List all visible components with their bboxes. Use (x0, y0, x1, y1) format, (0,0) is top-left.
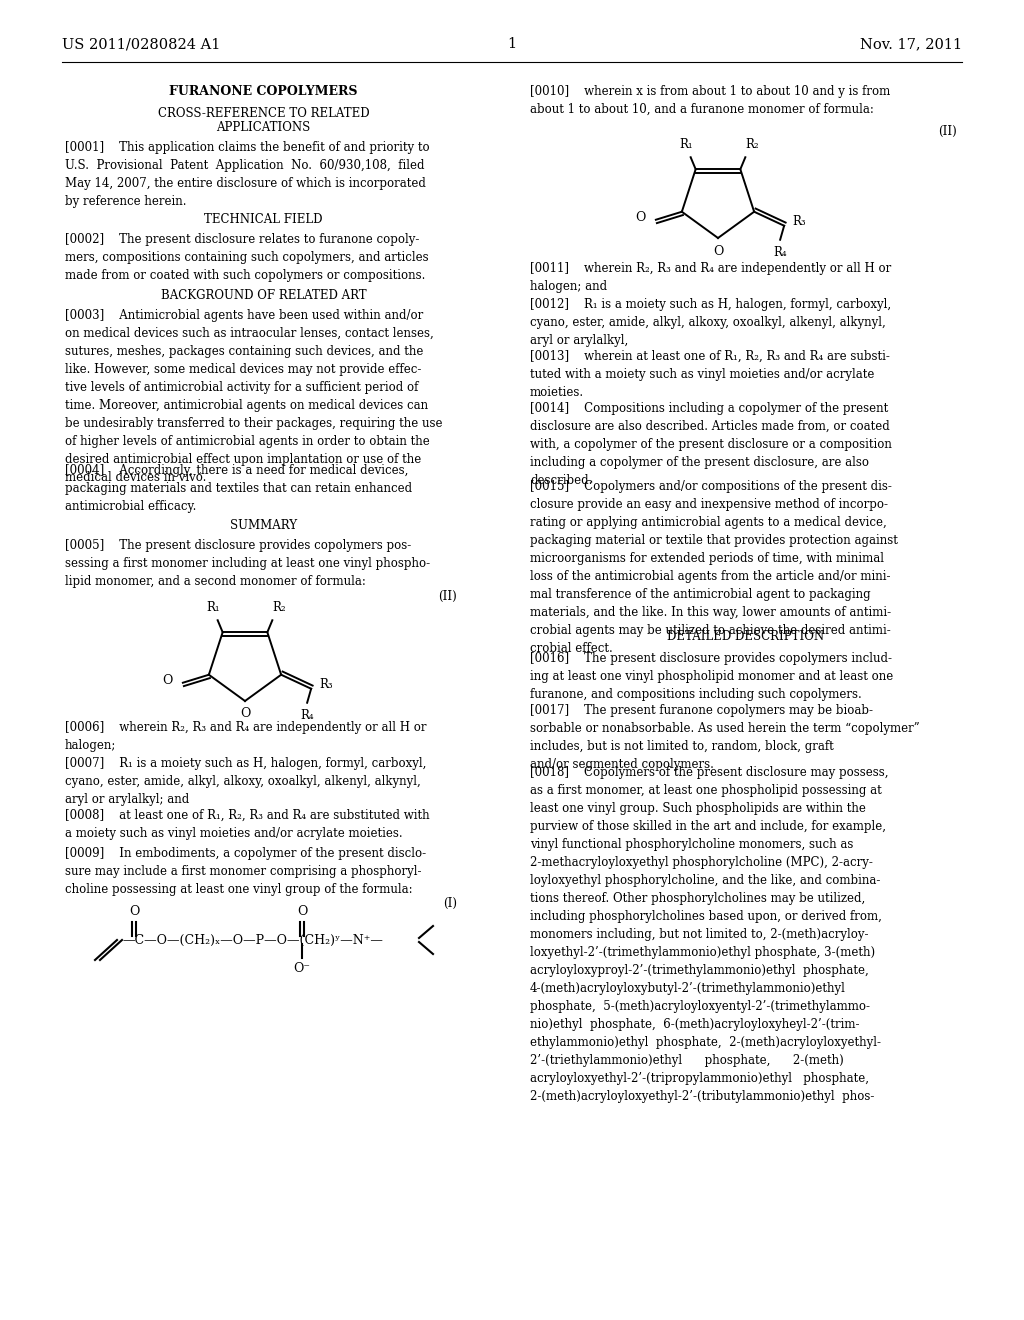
Text: [0010]    wherein x is from about 1 to about 10 and y is from
about 1 to about 1: [0010] wherein x is from about 1 to abou… (530, 84, 890, 116)
Text: O: O (129, 906, 139, 917)
Text: TECHNICAL FIELD: TECHNICAL FIELD (204, 213, 323, 226)
Text: [0001]    This application claims the benefit of and priority to
U.S.  Provision: [0001] This application claims the benef… (65, 141, 430, 209)
Text: BACKGROUND OF RELATED ART: BACKGROUND OF RELATED ART (161, 289, 367, 302)
Text: (II): (II) (438, 590, 457, 603)
Text: APPLICATIONS: APPLICATIONS (216, 121, 310, 135)
Text: [0014]    Compositions including a copolymer of the present
disclosure are also : [0014] Compositions including a copolyme… (530, 403, 892, 487)
Text: DETAILED DESCRIPTION: DETAILED DESCRIPTION (668, 630, 824, 643)
Text: (II): (II) (938, 125, 957, 139)
Text: R₃: R₃ (319, 678, 333, 692)
Text: SUMMARY: SUMMARY (230, 519, 297, 532)
Text: O: O (636, 211, 646, 224)
Text: O: O (163, 675, 173, 688)
Text: R₄: R₄ (300, 709, 314, 722)
Text: [0005]    The present disclosure provides copolymers pos-
sessing a first monome: [0005] The present disclosure provides c… (65, 539, 430, 587)
Text: R₁: R₁ (679, 139, 692, 152)
Text: O: O (297, 906, 307, 917)
Text: [0017]    The present furanone copolymers may be bioab-
sorbable or nonabsorbabl: [0017] The present furanone copolymers m… (530, 704, 920, 771)
Text: [0012]    R₁ is a moiety such as H, halogen, formyl, carboxyl,
cyano, ester, ami: [0012] R₁ is a moiety such as H, halogen… (530, 298, 891, 347)
Text: US 2011/0280824 A1: US 2011/0280824 A1 (62, 37, 220, 51)
Text: [0016]    The present disclosure provides copolymers includ-
ing at least one vi: [0016] The present disclosure provides c… (530, 652, 893, 701)
Text: —C—O—(CH₂)ₓ—O—P—O—(CH₂)ʸ—N⁺—: —C—O—(CH₂)ₓ—O—P—O—(CH₂)ʸ—N⁺— (122, 933, 383, 946)
Text: (I): (I) (443, 898, 457, 909)
Text: O⁻: O⁻ (294, 962, 310, 975)
Text: O: O (713, 246, 723, 257)
Text: R₂: R₂ (272, 601, 286, 614)
Text: [0015]    Copolymers and/or compositions of the present dis-
closure provide an : [0015] Copolymers and/or compositions of… (530, 480, 898, 655)
Text: CROSS-REFERENCE TO RELATED: CROSS-REFERENCE TO RELATED (158, 107, 370, 120)
Text: [0011]    wherein R₂, R₃ and R₄ are independently or all H or
halogen; and: [0011] wherein R₂, R₃ and R₄ are indepen… (530, 261, 891, 293)
Text: Nov. 17, 2011: Nov. 17, 2011 (860, 37, 962, 51)
Text: [0006]    wherein R₂, R₃ and R₄ are independently or all H or
halogen;: [0006] wherein R₂, R₃ and R₄ are indepen… (65, 721, 427, 752)
Text: [0009]    In embodiments, a copolymer of the present disclo-
sure may include a : [0009] In embodiments, a copolymer of th… (65, 847, 426, 896)
Text: [0002]    The present disclosure relates to furanone copoly-
mers, compositions : [0002] The present disclosure relates to… (65, 234, 429, 282)
Text: [0004]    Accordingly, there is a need for medical devices,
packaging materials : [0004] Accordingly, there is a need for … (65, 465, 412, 513)
Text: [0008]    at least one of R₁, R₂, R₃ and R₄ are substituted with
a moiety such a: [0008] at least one of R₁, R₂, R₃ and R₄… (65, 809, 430, 840)
Text: O: O (240, 708, 250, 719)
Text: R₂: R₂ (745, 139, 759, 152)
Text: [0007]    R₁ is a moiety such as H, halogen, formyl, carboxyl,
cyano, ester, ami: [0007] R₁ is a moiety such as H, halogen… (65, 756, 426, 807)
Text: FURANONE COPOLYMERS: FURANONE COPOLYMERS (169, 84, 357, 98)
Text: R₄: R₄ (773, 246, 787, 259)
Text: R₃: R₃ (793, 215, 806, 228)
Text: 1: 1 (508, 37, 516, 51)
Text: [0003]    Antimicrobial agents have been used within and/or
on medical devices s: [0003] Antimicrobial agents have been us… (65, 309, 442, 484)
Text: [0018]    Copolymers of the present disclosure may possess,
as a first monomer, : [0018] Copolymers of the present disclos… (530, 766, 889, 1104)
Text: R₁: R₁ (206, 601, 219, 614)
Text: [0013]    wherein at least one of R₁, R₂, R₃ and R₄ are substi-
tuted with a moi: [0013] wherein at least one of R₁, R₂, R… (530, 350, 890, 399)
